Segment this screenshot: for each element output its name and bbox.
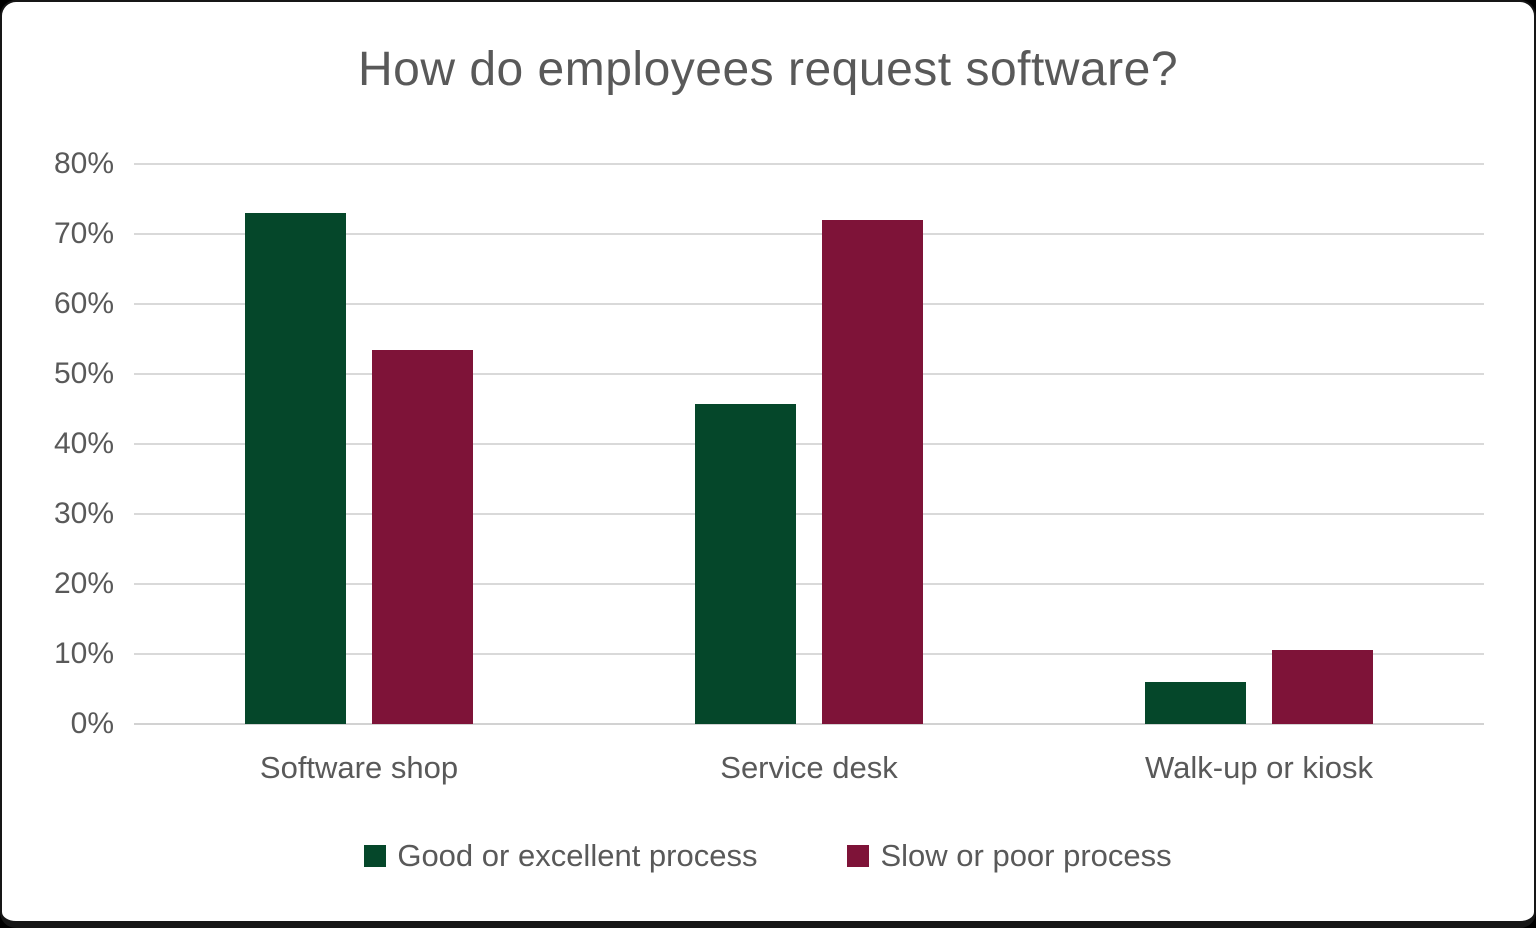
- bar-software-shop-slow-or-poor-process: [372, 350, 473, 724]
- x-label-2: Walk-up or kiosk: [1145, 750, 1373, 785]
- gridline-40: [134, 443, 1484, 445]
- y-tick-label-40: 40%: [53, 427, 114, 460]
- legend-swatch-icon: [364, 845, 387, 867]
- bar-groups: [134, 164, 1484, 724]
- y-tick-label-10: 10%: [53, 637, 114, 670]
- bar-group-1: [584, 164, 1034, 724]
- bar-walk-up-or-kiosk-slow-or-poor-process: [1272, 649, 1373, 724]
- legend-swatch-icon: [847, 845, 870, 867]
- bar-group-0: [134, 164, 584, 724]
- legend-item-0: Good or excellent process: [364, 838, 757, 874]
- y-tick-label-50: 50%: [53, 357, 114, 390]
- gridline-0: [134, 723, 1484, 725]
- y-tick-label-70: 70%: [53, 217, 114, 250]
- y-tick-label-80: 80%: [53, 147, 114, 180]
- x-label-0: Software shop: [259, 750, 459, 785]
- bar-walk-up-or-kiosk-good-or-excellent-process: [1145, 682, 1246, 724]
- gridline-80: [134, 163, 1484, 165]
- gridline-60: [134, 303, 1484, 305]
- gridline-10: [134, 653, 1484, 655]
- bar-software-shop-good-or-excellent-process: [245, 213, 346, 724]
- bar-group-2: [1034, 164, 1484, 724]
- x-axis: Software shop Service desk Walk-up or kios…: [134, 750, 1484, 786]
- bar-service-desk-good-or-excellent-process: [695, 404, 796, 724]
- y-tick-label-60: 60%: [53, 287, 114, 320]
- gridline-20: [134, 583, 1484, 585]
- gridline-50: [134, 373, 1484, 375]
- legend-label: Good or excellent process: [397, 838, 758, 873]
- x-label-1: Service desk: [720, 750, 898, 785]
- y-tick-label-30: 30%: [53, 497, 114, 530]
- chart-title: How do employees request software?: [357, 43, 1179, 96]
- y-tick-label-20: 20%: [53, 567, 114, 600]
- gridline-30: [134, 513, 1484, 515]
- bar-service-desk-slow-or-poor-process: [822, 220, 923, 724]
- y-axis: 0% 10% 20% 30% 40% 50% 60% 70% 80%: [18, 148, 114, 740]
- legend-label: Slow or poor process: [880, 838, 1172, 873]
- gridline-70: [134, 233, 1484, 235]
- legend: Good or excellent process Slow or poor pr…: [2, 838, 1534, 874]
- legend-item-1: Slow or poor process: [847, 838, 1172, 874]
- y-tick-label-0: 0%: [70, 707, 114, 740]
- plot-area: [134, 163, 1484, 725]
